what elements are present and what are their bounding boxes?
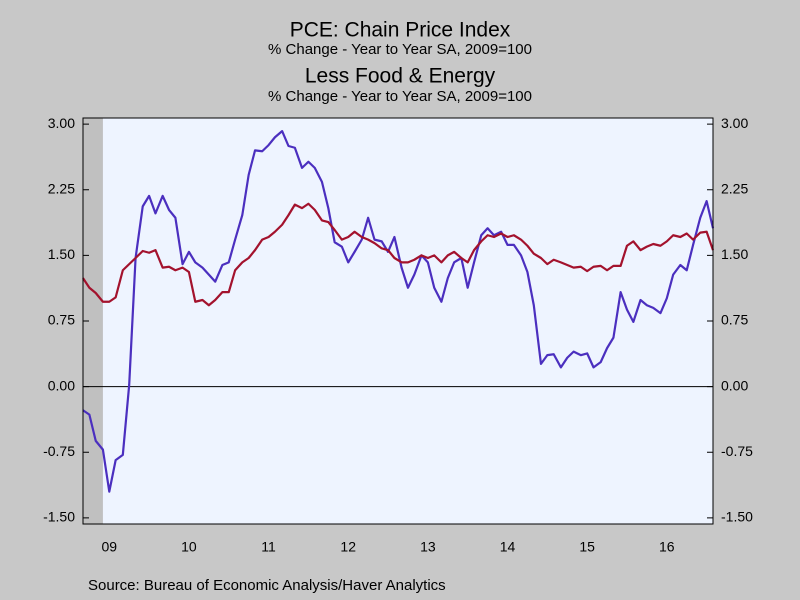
- x-tick-label: 13: [420, 539, 436, 555]
- plot-frame: [82, 117, 714, 525]
- y-tick-label: 3.00: [48, 115, 75, 131]
- x-tick-label: 16: [659, 539, 675, 555]
- y-tick-label: 2.25: [48, 180, 75, 196]
- x-tick-label: 12: [340, 539, 356, 555]
- series-line: [82, 130, 715, 493]
- x-tick-label: 09: [101, 539, 117, 555]
- y2-tick-label: -1.50: [721, 509, 753, 525]
- y2-tick-label: 2.25: [721, 180, 748, 196]
- x-tick-label: 10: [181, 539, 197, 555]
- y2-tick-label: 1.50: [721, 246, 748, 262]
- y2-tick-label: -0.75: [721, 443, 753, 459]
- chart-subtitle: % Change - Year to Year SA, 2009=100: [268, 41, 532, 58]
- x-tick-label: 11: [261, 539, 276, 555]
- chart-title-2: Less Food & Energy: [305, 65, 496, 88]
- y-tick-label: -0.75: [43, 443, 75, 459]
- chart-title: PCE: Chain Price Index: [290, 19, 511, 42]
- y-tick-label: 1.50: [48, 246, 75, 262]
- y2-tick-label: 3.00: [721, 115, 748, 131]
- y2-tick-label: 0.75: [721, 312, 748, 328]
- y-tick-label: 0.00: [48, 377, 75, 393]
- y2-tick-label: 0.00: [721, 377, 748, 393]
- y-tick-label: -1.50: [43, 509, 75, 525]
- chart-subtitle-2: % Change - Year to Year SA, 2009=100: [268, 88, 532, 105]
- series-line: [82, 202, 715, 307]
- x-tick-label: 14: [500, 539, 516, 555]
- y-tick-label: 0.75: [48, 312, 75, 328]
- source-note: Source: Bureau of Economic Analysis/Have…: [88, 577, 446, 594]
- x-tick-label: 15: [579, 539, 595, 555]
- plot-area: [83, 118, 713, 524]
- recession-shading: [83, 118, 103, 524]
